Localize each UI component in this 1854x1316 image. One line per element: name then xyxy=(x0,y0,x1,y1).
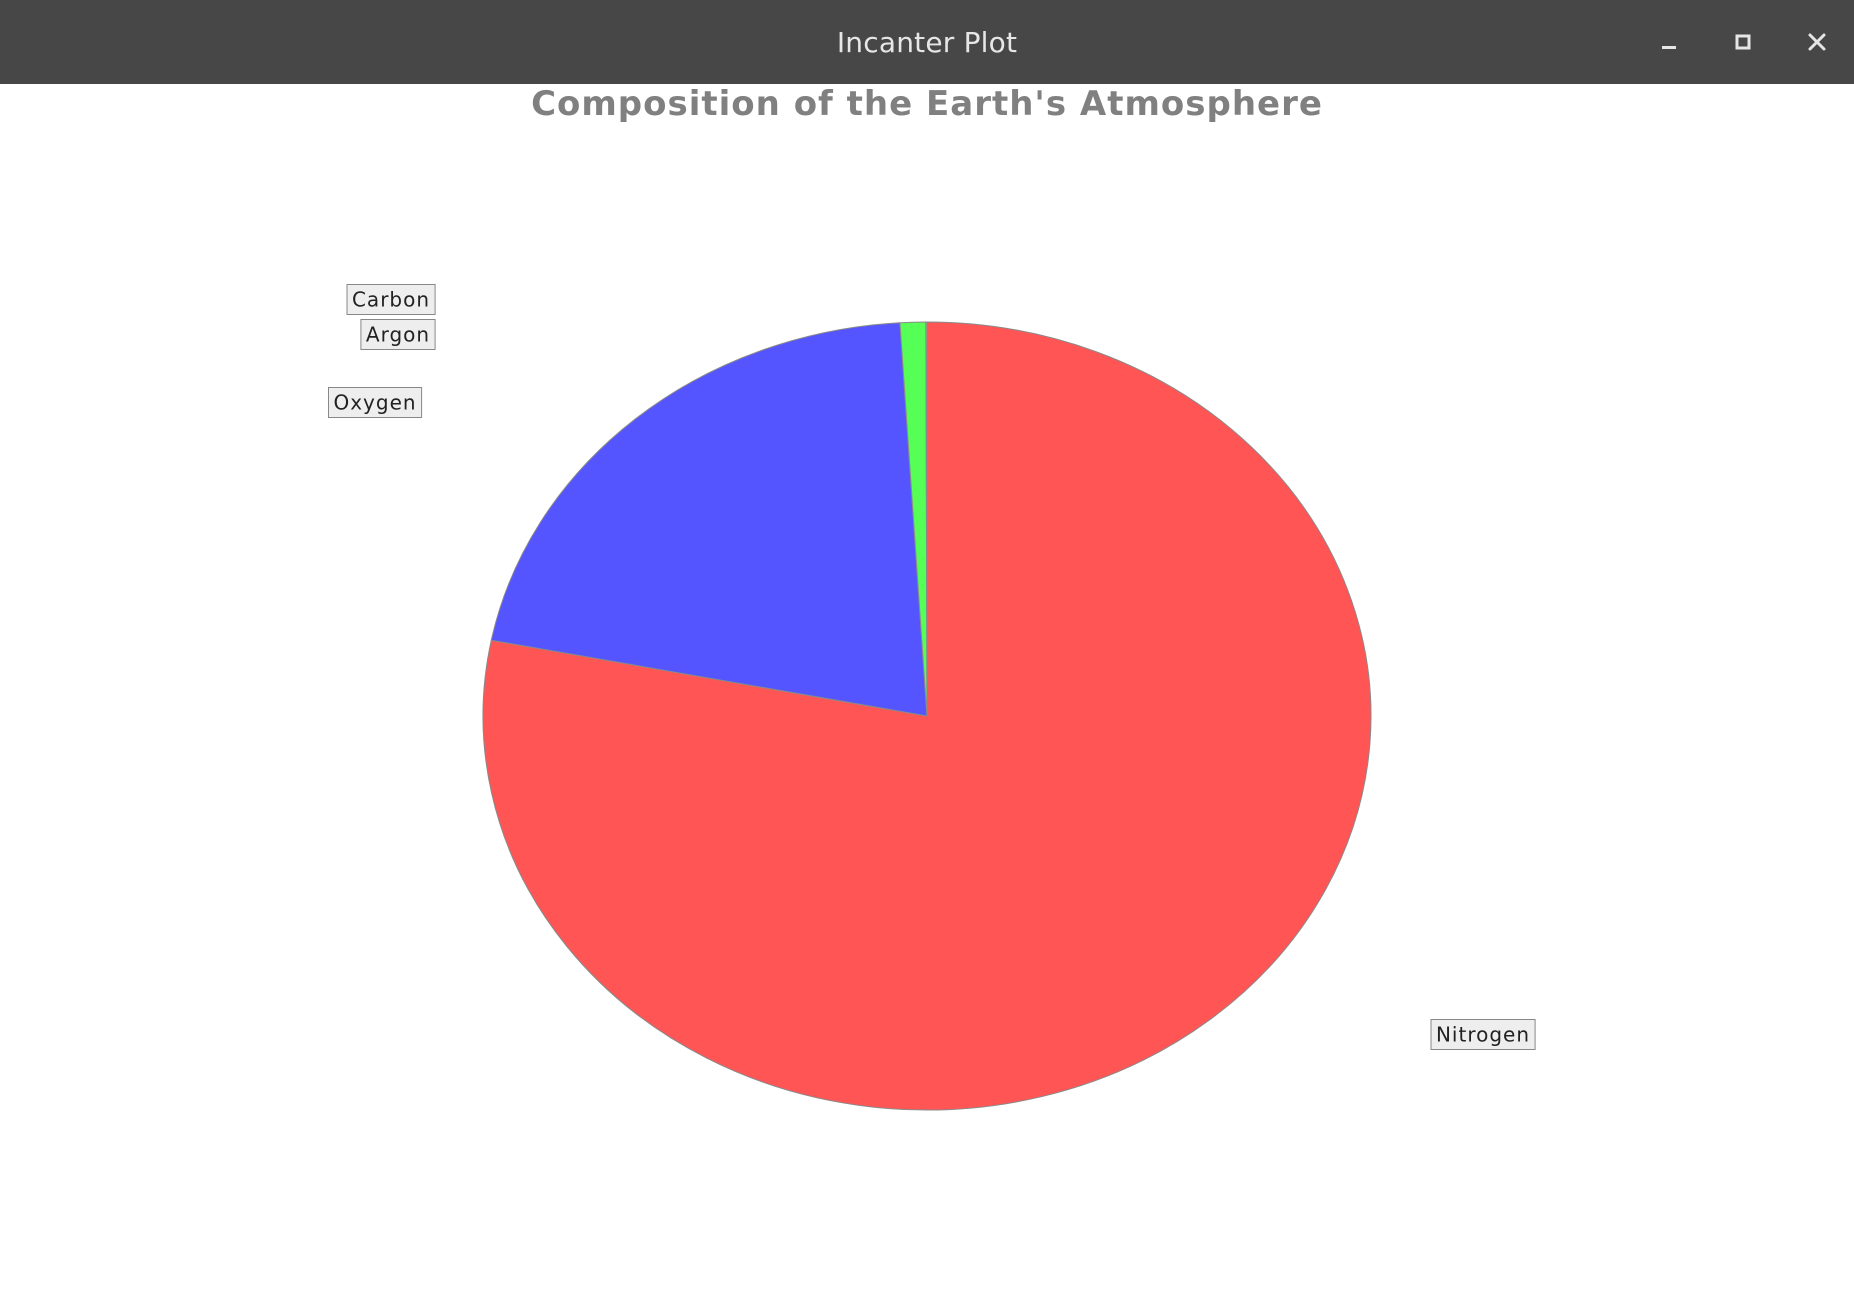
maximize-button[interactable] xyxy=(1706,0,1780,84)
plot-area: Composition of the Earth's Atmosphere Ni… xyxy=(0,84,1854,1316)
chart-title: Composition of the Earth's Atmosphere xyxy=(531,84,1323,124)
window-controls xyxy=(1632,0,1854,84)
minimize-button[interactable] xyxy=(1632,0,1706,84)
slice-label-text: Carbon xyxy=(352,288,430,312)
close-icon xyxy=(1808,33,1826,51)
pie-chart: Composition of the Earth's Atmosphere Ni… xyxy=(328,84,1536,1111)
slice-label-nitrogen: Nitrogen xyxy=(1430,1019,1536,1050)
pie-slice-oxygen xyxy=(490,322,928,717)
slice-label-text: Argon xyxy=(366,323,430,347)
maximize-icon xyxy=(1735,34,1751,50)
minimize-icon xyxy=(1662,46,1676,49)
slice-label-text: Nitrogen xyxy=(1436,1023,1530,1047)
slice-labels: Nitrogen Oxygen Argon Carbon xyxy=(328,284,1536,1050)
slice-label-oxygen: Oxygen xyxy=(328,387,423,418)
window-title: Incanter Plot xyxy=(836,25,1018,59)
title-bar[interactable]: Incanter Plot xyxy=(0,0,1854,84)
pie-slices xyxy=(482,321,1372,1111)
slice-label-text: Oxygen xyxy=(333,391,416,415)
slice-label-box xyxy=(346,284,436,315)
slice-label-box xyxy=(328,387,423,418)
slice-label-box xyxy=(1430,1019,1536,1050)
slice-label-box xyxy=(360,319,436,350)
pie-slice-carbon xyxy=(925,321,928,717)
slice-label-argon: Argon xyxy=(360,319,436,350)
close-button[interactable] xyxy=(1780,0,1854,84)
slice-label-carbon: Carbon xyxy=(346,284,436,315)
